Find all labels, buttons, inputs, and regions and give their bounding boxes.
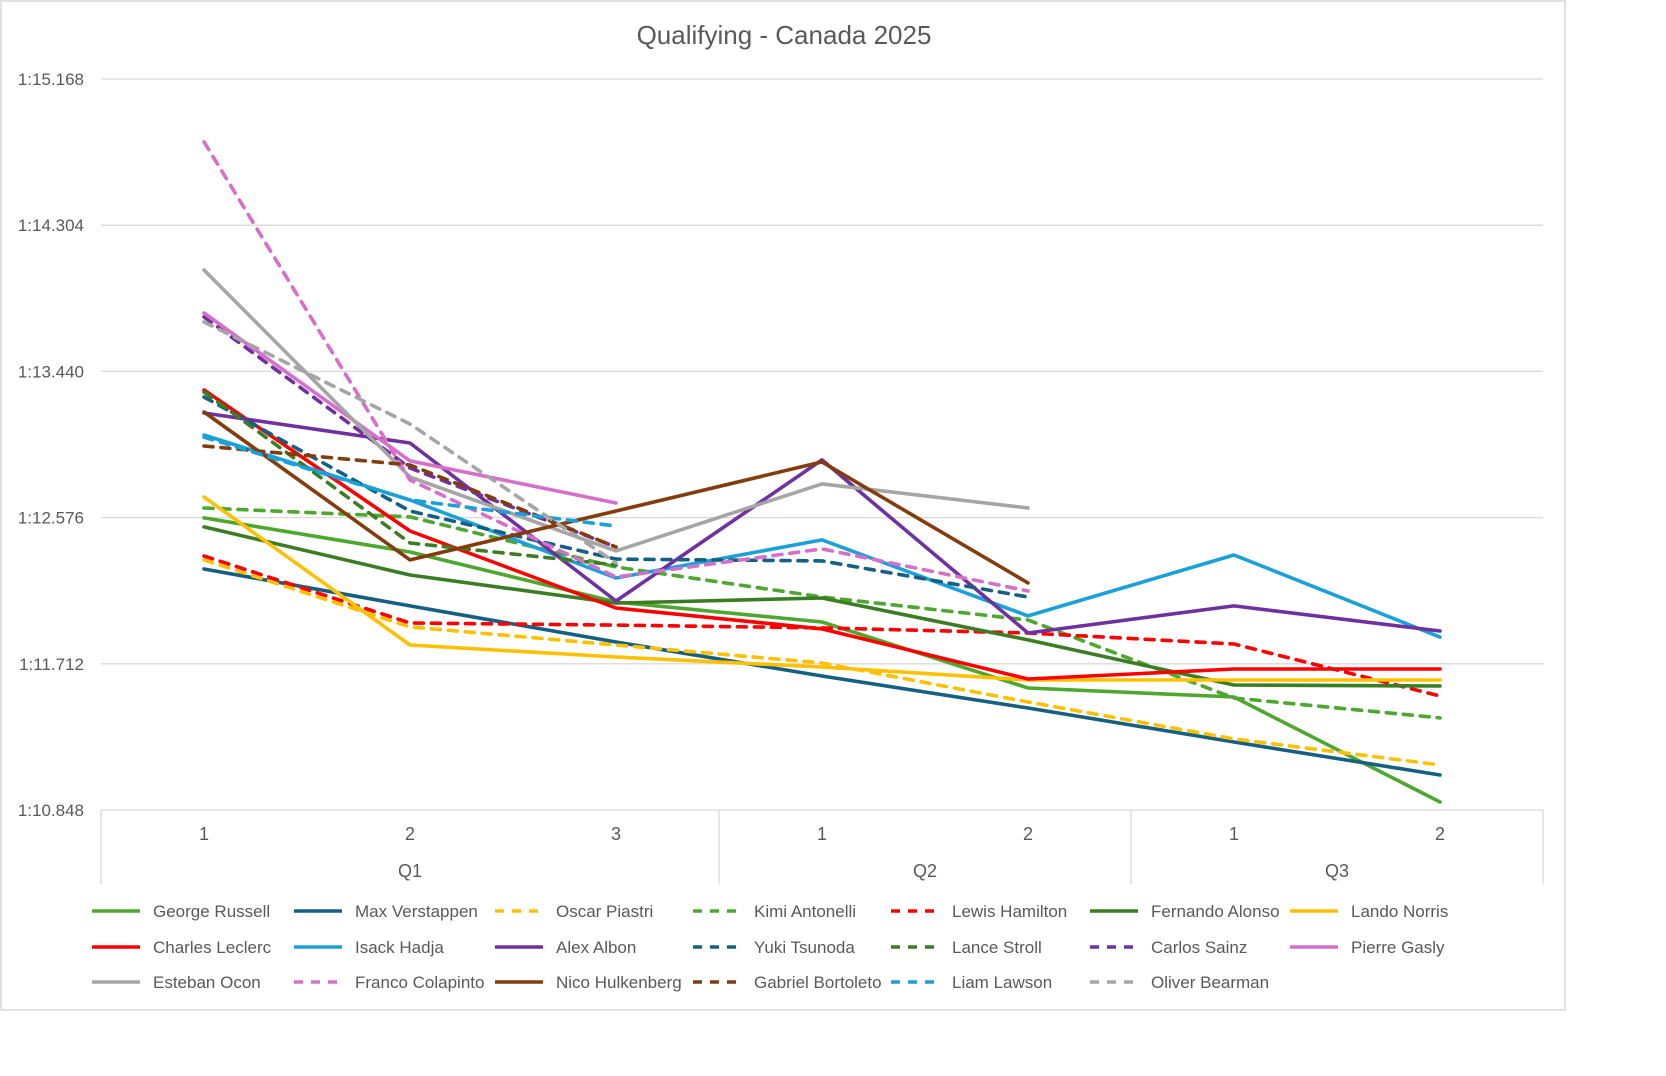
- series-line-isack-hadja: [202, 433, 1442, 639]
- gridlines: [101, 78, 1543, 811]
- series-line-fernando-alonso: [202, 525, 1442, 688]
- legend-label: Pierre Gasly: [1351, 938, 1445, 957]
- legend-item: George Russell: [92, 902, 270, 921]
- series-line-kimi-antonelli: [202, 506, 1442, 720]
- series-line-alex-albon: [202, 411, 1442, 635]
- legend-item: Oscar Piastri: [495, 902, 653, 921]
- legend-label: Lando Norris: [1351, 902, 1448, 921]
- y-tick-label: 1:14.304: [18, 216, 84, 235]
- legend-item: Lewis Hamilton: [891, 902, 1067, 921]
- legend-item: Liam Lawson: [891, 973, 1052, 992]
- legend-label: George Russell: [153, 902, 270, 921]
- chart-title: Qualifying - Canada 2025: [637, 20, 932, 50]
- series-line-nico-hulkenberg: [202, 410, 1030, 585]
- legend-item: Charles Leclerc: [92, 938, 272, 957]
- session-label: Q1: [398, 861, 422, 881]
- series-line-carlos-sainz: [202, 315, 618, 549]
- legend-item: Franco Colapinto: [294, 973, 484, 992]
- session-label: Q2: [913, 861, 937, 881]
- series-line-esteban-ocon: [202, 268, 1030, 553]
- legend-item: Pierre Gasly: [1290, 938, 1445, 957]
- legend-label: Oscar Piastri: [556, 902, 653, 921]
- y-tick-label: 1:13.440: [18, 362, 84, 381]
- legend-label: Carlos Sainz: [1151, 938, 1247, 957]
- legend-label: Oliver Bearman: [1151, 973, 1269, 992]
- legend-item: Yuki Tsunoda: [693, 938, 855, 957]
- series-line-oliver-bearman: [202, 320, 618, 565]
- legend-label: Lance Stroll: [952, 938, 1042, 957]
- series-line-charles-leclerc: [202, 388, 1442, 681]
- series-line-franco-colapinto: [202, 140, 1030, 593]
- legend-label: Yuki Tsunoda: [754, 938, 855, 957]
- y-tick-label: 1:15.168: [18, 70, 84, 89]
- y-tick-label: 1:10.848: [18, 801, 84, 820]
- x-tick-label: 2: [1435, 824, 1445, 844]
- y-tick-label: 1:11.712: [19, 655, 84, 674]
- series-line-liam-lawson: [202, 435, 618, 528]
- legend-item: Lance Stroll: [891, 938, 1042, 957]
- legend-label: Lewis Hamilton: [952, 902, 1067, 921]
- legend-item: Max Verstappen: [294, 902, 478, 921]
- series-line-pierre-gasly: [202, 311, 618, 505]
- legend-label: Franco Colapinto: [355, 973, 484, 992]
- x-axis: 1 2 3 Q1 1 2 Q2 1 2 Q3: [100, 810, 1544, 884]
- legend-item: Lando Norris: [1290, 902, 1448, 921]
- y-axis-labels: 1:10.848 1:11.712 1:12.576 1:13.440 1:14.304…: [18, 70, 84, 820]
- legend-label: Max Verstappen: [355, 902, 478, 921]
- legend-label: Fernando Alonso: [1151, 902, 1280, 921]
- x-tick-label: 3: [611, 824, 621, 844]
- legend-item: Alex Albon: [495, 938, 636, 957]
- legend-label: Isack Hadja: [355, 938, 444, 957]
- x-tick-label: 1: [1229, 824, 1239, 844]
- legend-item: Nico Hulkenberg: [495, 973, 682, 992]
- legend-label: Gabriel Bortoleto: [754, 973, 882, 992]
- legend-item: Isack Hadja: [294, 938, 444, 957]
- legend: George Russell Max Verstappen Oscar Piastr…: [92, 902, 1448, 992]
- legend-item: Esteban Ocon: [92, 973, 261, 992]
- x-tick-label: 2: [405, 824, 415, 844]
- legend-label: Nico Hulkenberg: [556, 973, 682, 992]
- series-line-oscar-piastri: [202, 558, 1442, 767]
- series-line-lando-norris: [202, 495, 1442, 682]
- x-tick-label: 1: [817, 824, 827, 844]
- legend-label: Liam Lawson: [952, 973, 1052, 992]
- series-line-yuki-tsunoda: [202, 395, 1030, 599]
- series-line-lance-stroll: [202, 390, 618, 567]
- legend-label: Charles Leclerc: [153, 938, 272, 957]
- x-tick-label: 1: [199, 824, 209, 844]
- legend-item: Fernando Alonso: [1090, 902, 1280, 921]
- series-line-max-verstappen: [202, 567, 1442, 777]
- session-label: Q3: [1325, 861, 1349, 881]
- legend-label: Kimi Antonelli: [754, 902, 856, 921]
- x-tick-label: 2: [1023, 824, 1033, 844]
- legend-item: Oliver Bearman: [1090, 973, 1269, 992]
- y-tick-label: 1:12.576: [18, 509, 84, 528]
- series-line-gabriel-bortoleto: [202, 444, 618, 549]
- legend-label: Esteban Ocon: [153, 973, 261, 992]
- chart-frame: [0, 0, 1566, 1011]
- legend-item: Gabriel Bortoleto: [693, 973, 882, 992]
- legend-item: Kimi Antonelli: [693, 902, 856, 921]
- series-lines: [202, 140, 1442, 804]
- legend-label: Alex Albon: [556, 938, 636, 957]
- legend-item: Carlos Sainz: [1090, 938, 1247, 957]
